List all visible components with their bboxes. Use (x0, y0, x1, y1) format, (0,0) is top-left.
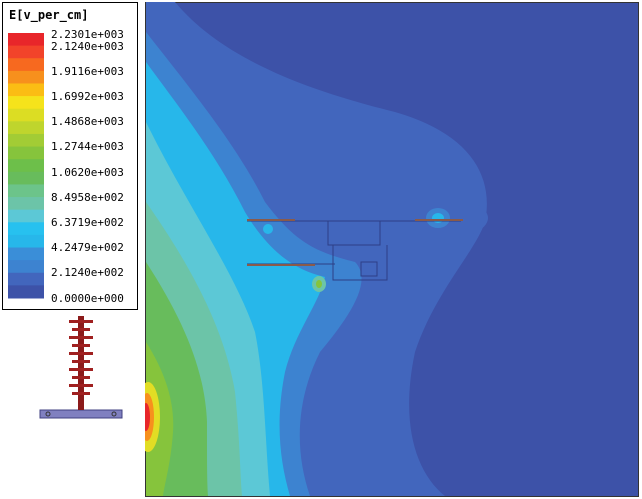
color-band (8, 209, 44, 223)
legend-label: 2.2301e+003 (51, 27, 124, 41)
color-band (8, 197, 44, 211)
color-legend: E[v_per_cm] 2.2301e+003 2.1240e+003 1.9116… (2, 2, 138, 310)
color-band (8, 146, 44, 160)
color-band (8, 58, 44, 72)
color-band (8, 234, 44, 249)
color-band (8, 33, 44, 47)
color-band (8, 285, 44, 299)
insulator-icon (39, 316, 123, 419)
color-band (8, 159, 44, 173)
legend-label: 4.2479e+002 (51, 241, 124, 255)
legend-label: 1.9116e+003 (51, 64, 124, 78)
color-band (8, 222, 44, 236)
field-plot (145, 2, 639, 497)
legend-label: 6.3719e+002 (51, 215, 124, 229)
legend-label: 2.1240e+003 (51, 39, 124, 53)
color-band (8, 247, 44, 261)
legend-label: 2.1240e+002 (51, 266, 124, 280)
legend-label: 8.4958e+002 (51, 190, 124, 204)
color-band (8, 184, 44, 198)
color-band (8, 108, 44, 122)
color-band (8, 121, 44, 135)
legend-label: 1.2744e+003 (51, 140, 124, 154)
color-band (8, 45, 44, 59)
color-band (8, 260, 44, 274)
legend-label: 1.4868e+003 (51, 115, 124, 129)
color-band (8, 96, 44, 110)
color-band (8, 272, 44, 286)
legend-label: 1.6992e+003 (51, 89, 124, 103)
legend-label: 0.0000e+000 (51, 291, 124, 305)
color-bar (8, 33, 44, 299)
color-band (8, 171, 44, 185)
color-band (8, 70, 44, 84)
color-band (8, 133, 44, 148)
legend-label: 1.0620e+003 (51, 165, 124, 179)
color-band (8, 83, 44, 97)
legend-title: E[v_per_cm] (9, 8, 89, 22)
